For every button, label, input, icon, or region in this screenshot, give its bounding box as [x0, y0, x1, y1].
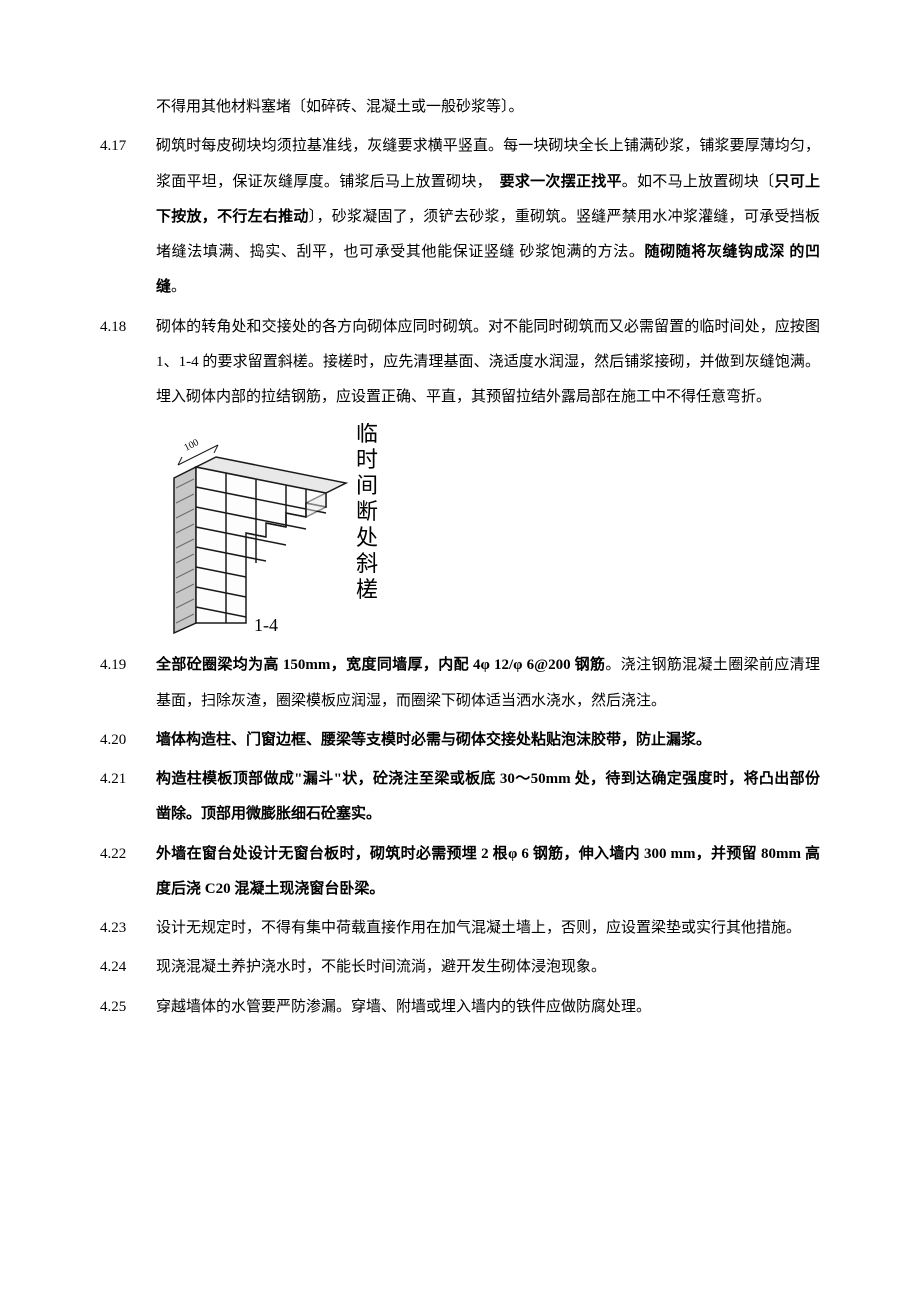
- figure-label-char: 断: [356, 499, 378, 524]
- item-body: 设计无规定时，不得有集中荷载直接作用在加气混凝土墙上，否则，应设置梁垫或实行其他…: [156, 911, 820, 946]
- list-item: 4.24 现浇混凝土养护浇水时，不能长时间流淌，避开发生砌体浸泡现象。: [100, 950, 820, 985]
- item-4-16-continuation: 不得用其他材料塞堵〔如碎砖、混凝土或一般砂浆等〕。: [156, 90, 820, 125]
- figure-label-char: 处: [356, 525, 378, 550]
- item-number: 4.21: [100, 762, 156, 797]
- item-body: 墙体构造柱、门窗边框、腰梁等支模时必需与砌体交接处粘贴泡沫胶带，防止漏浆。: [156, 723, 820, 758]
- item-body: 砌筑时每皮砌块均须拉基准线，灰缝要求横平竖直。每一块砌块全长上铺满砂浆，铺浆要厚…: [156, 129, 820, 305]
- item-body: 外墙在窗台处设计无窗台板时，砌筑时必需预埋 2 根φ 6 钢筋，伸入墙内 300…: [156, 837, 820, 908]
- figure-label-char: 间: [356, 473, 378, 498]
- list-item: 4.19 全部砼圈梁均为高 150mm，宽度同墙厚，内配 4φ 12/φ 6@2…: [100, 648, 820, 719]
- list-item: 4.21 构造柱模板顶部做成"漏斗"状，砼浇注至梁或板底 30～50mm 处，待…: [100, 762, 820, 833]
- figure-label-char: 斜: [356, 551, 378, 576]
- figure-label-char: 时: [356, 447, 378, 472]
- figure-svg: 临 时 间 断 处 斜 槎: [156, 423, 386, 638]
- list-item: 4.22 外墙在窗台处设计无窗台板时，砌筑时必需预埋 2 根φ 6 钢筋，伸入墙…: [100, 837, 820, 908]
- item-body: 现浇混凝土养护浇水时，不能长时间流淌，避开发生砌体浸泡现象。: [156, 950, 820, 985]
- item-number: 4.20: [100, 723, 156, 758]
- item-number: 4.24: [100, 950, 156, 985]
- item-number: 4.19: [100, 648, 156, 683]
- figure-dim-label: 100: [182, 437, 200, 454]
- item-number: 4.18: [100, 310, 156, 345]
- figure-1-4: 临 时 间 断 处 斜 槎: [156, 423, 820, 638]
- list-item: 4.18 砌体的转角处和交接处的各方向砌体应同时砌筑。对不能同时砌筑而又必需留置…: [100, 310, 820, 416]
- item-body: 构造柱模板顶部做成"漏斗"状，砼浇注至梁或板底 30～50mm 处，待到达确定强…: [156, 762, 820, 833]
- figure-caption: 1-4: [254, 615, 278, 635]
- list-item: 4.25 穿越墙体的水管要严防渗漏。穿墙、附墙或埋入墙内的铁件应做防腐处理。: [100, 990, 820, 1025]
- item-number: 4.23: [100, 911, 156, 946]
- figure-label-char: 槎: [356, 577, 378, 602]
- list-item: 4.23 设计无规定时，不得有集中荷载直接作用在加气混凝土墙上，否则，应设置梁垫…: [100, 911, 820, 946]
- item-number: 4.22: [100, 837, 156, 872]
- item-body: 全部砼圈梁均为高 150mm，宽度同墙厚，内配 4φ 12/φ 6@200 钢筋…: [156, 648, 820, 719]
- item-body: 砌体的转角处和交接处的各方向砌体应同时砌筑。对不能同时砌筑而又必需留置的临时间处…: [156, 310, 820, 416]
- item-body: 穿越墙体的水管要严防渗漏。穿墙、附墙或埋入墙内的铁件应做防腐处理。: [156, 990, 820, 1025]
- figure-label-char: 临: [356, 423, 378, 446]
- document-page: 不得用其他材料塞堵〔如碎砖、混凝土或一般砂浆等〕。 4.17 砌筑时每皮砌块均须…: [0, 0, 920, 1301]
- item-number: 4.25: [100, 990, 156, 1025]
- list-item: 4.20 墙体构造柱、门窗边框、腰梁等支模时必需与砌体交接处粘贴泡沫胶带，防止漏…: [100, 723, 820, 758]
- item-number: 4.17: [100, 129, 156, 164]
- list-item: 4.17 砌筑时每皮砌块均须拉基准线，灰缝要求横平竖直。每一块砌块全长上铺满砂浆…: [100, 129, 820, 305]
